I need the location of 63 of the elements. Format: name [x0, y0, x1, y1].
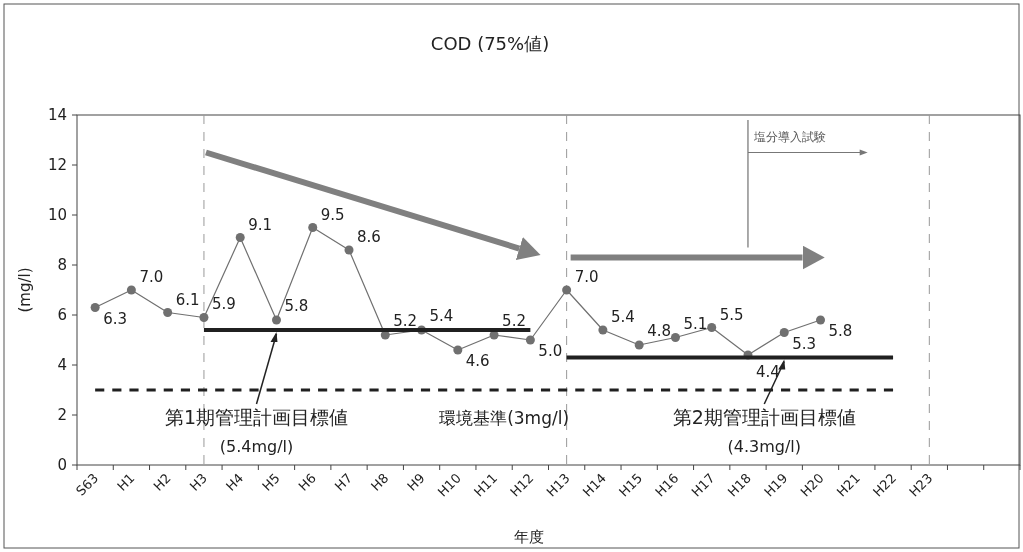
point	[634, 340, 644, 350]
data-label: 8.6	[357, 228, 381, 246]
data-label: 4.8	[647, 322, 672, 340]
point	[670, 333, 680, 342]
y-tick-label: 14	[47, 106, 67, 124]
y-tick-label: 4	[57, 356, 67, 374]
point	[163, 308, 173, 317]
annotation: 塩分導入試験	[752, 129, 826, 144]
y-tick-label: 2	[57, 406, 67, 424]
data-label: 5.4	[610, 308, 635, 326]
y-tick-label: 10	[47, 206, 67, 224]
data-label: 7.0	[139, 268, 164, 286]
data-label: 5.0	[538, 342, 563, 360]
point	[90, 303, 100, 312]
x-tick-label: H9	[404, 470, 428, 494]
data-label: 9.5	[320, 205, 345, 224]
data-label: 6.1	[175, 290, 200, 309]
data-label: 5.1	[683, 314, 708, 333]
data-label: 5.5	[719, 305, 744, 324]
point	[126, 285, 136, 295]
point	[344, 245, 354, 255]
data-label: 9.1	[248, 215, 273, 234]
point	[308, 223, 318, 232]
data-label: 6.3	[103, 309, 127, 328]
x-tick-label: H7	[331, 470, 356, 494]
point	[271, 315, 281, 325]
x-tick-label: S63	[73, 470, 102, 499]
annotation: 環境基準(3mg/l)	[439, 408, 570, 428]
data-label: 5.8	[284, 297, 309, 315]
data-label: 5.8	[828, 322, 853, 340]
x-tick-label: H1	[114, 470, 138, 494]
chart-title: COD (75%値)	[430, 33, 550, 54]
y-tick-label: 0	[57, 456, 67, 474]
data-label: 5.4	[429, 307, 454, 325]
point	[779, 328, 789, 337]
y-axis-title: (mg/l)	[16, 267, 34, 313]
data-label: 5.2	[502, 312, 526, 330]
annotation: 第2期管理計画目標値 (4.3mg/l)	[672, 406, 856, 456]
point	[525, 335, 535, 345]
y-tick-label: 12	[47, 156, 67, 174]
point	[199, 313, 209, 322]
data-label: 5.9	[211, 294, 236, 313]
point	[598, 325, 608, 335]
x-tick-label: H5	[259, 470, 283, 494]
point	[235, 233, 245, 242]
point	[562, 285, 572, 295]
data-label: 4.4	[755, 362, 780, 381]
point	[453, 345, 463, 355]
data-label: 5.3	[792, 334, 817, 353]
x-tick-label: H8	[368, 470, 392, 494]
x-tick-label: H6	[295, 470, 319, 494]
annotation: 第1期管理計画目標値 (5.4mg/l)	[164, 406, 349, 456]
x-tick-label: H4	[222, 470, 247, 494]
data-label: 4.6	[465, 352, 490, 370]
data-label: 7.0	[574, 268, 599, 286]
data-label: 5.2	[393, 312, 418, 330]
x-tick-label: H3	[186, 470, 211, 494]
x-tick-label: H2	[150, 470, 174, 494]
y-tick-label: 8	[57, 256, 67, 274]
point	[707, 323, 717, 332]
point	[816, 315, 826, 325]
y-tick-label: 6	[57, 306, 67, 324]
x-axis-title: 年度	[513, 528, 544, 546]
